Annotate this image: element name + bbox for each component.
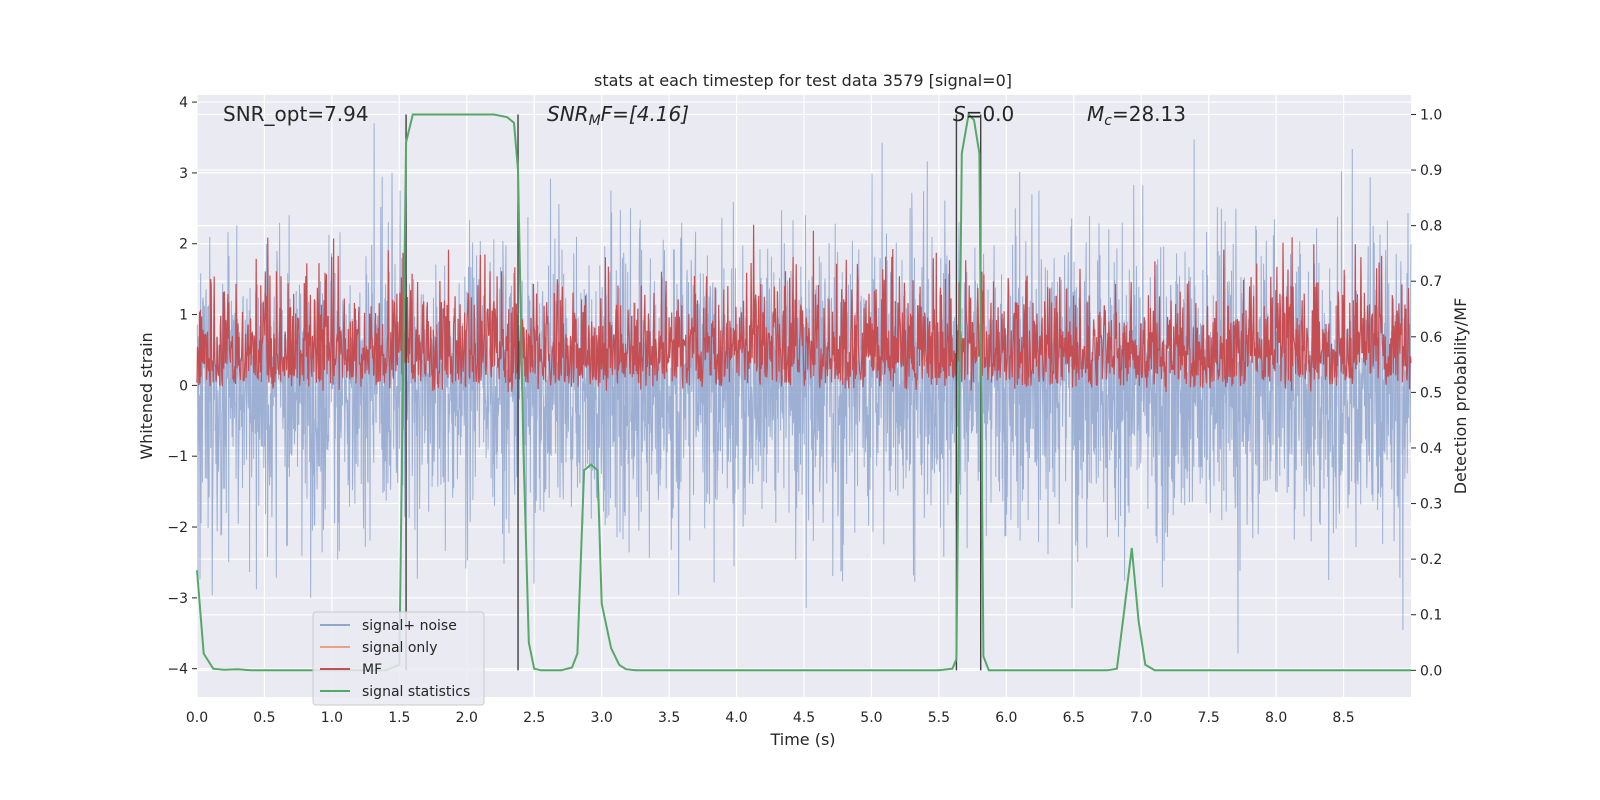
y-right-tick-label: 0.8 — [1420, 219, 1442, 235]
x-tick-label: 8.0 — [1265, 710, 1287, 726]
x-axis-label: Time (s) — [769, 730, 835, 749]
y-left-tick-label: −1 — [167, 449, 188, 465]
x-tick-label: 3.5 — [658, 710, 680, 726]
annotation-snr-mf: SNRMF=[4.16] — [547, 102, 689, 129]
x-tick-label: 0.0 — [186, 710, 208, 726]
x-tick-label: 4.5 — [793, 710, 815, 726]
legend-label-signal-statistics: signal statistics — [362, 684, 470, 700]
mf-line — [196, 224, 1412, 393]
legend: signal+ noise signal only MF signal stat… — [312, 611, 485, 706]
y-left-tick-label: 1 — [179, 308, 188, 324]
y-right-ticks: 1.0 0.9 0.8 0.7 0.6 0.5 0.4 0.3 0.2 0.1 0.0 — [1411, 107, 1442, 679]
y-right-tick-label: 0.9 — [1420, 163, 1442, 179]
legend-box — [312, 611, 485, 706]
x-tick-label: 3.0 — [591, 710, 613, 726]
y-left-tick-label: 4 — [179, 95, 188, 111]
legend-label-signal-noise: signal+ noise — [362, 618, 457, 634]
legend-label-mf: MF — [362, 662, 382, 678]
y-left-axis-label: Whitened strain — [137, 332, 156, 459]
y-left-tick-label: 3 — [179, 166, 188, 182]
x-tick-label: 5.5 — [928, 710, 950, 726]
x-tick-label: 7.0 — [1130, 710, 1152, 726]
y-left-tick-label: 0 — [179, 378, 188, 394]
annotation-mc: Mc=28.13 — [1087, 102, 1186, 129]
x-tick-label: 4.0 — [725, 710, 747, 726]
chart-title: stats at each timestep for test data 357… — [594, 71, 1012, 90]
series-mf — [196, 224, 1412, 393]
y-right-tick-label: 0.1 — [1420, 608, 1442, 624]
x-tick-label: 2.0 — [456, 710, 478, 726]
y-left-tick-label: −2 — [167, 520, 188, 536]
y-left-tick-label: −4 — [167, 662, 188, 678]
y-right-tick-label: 0.0 — [1420, 663, 1442, 679]
y-right-tick-label: 0.6 — [1420, 330, 1442, 346]
annotation-s: S=0.0 — [953, 102, 1014, 126]
x-tick-label: 1.5 — [388, 710, 410, 726]
x-tick-label: 6.5 — [1063, 710, 1085, 726]
x-tick-label: 7.5 — [1198, 710, 1220, 726]
y-right-tick-label: 0.3 — [1420, 497, 1442, 513]
x-tick-label: 0.5 — [253, 710, 275, 726]
y-right-axis-label: Detection probability/MF — [1451, 298, 1470, 495]
x-tick-label: 2.5 — [523, 710, 545, 726]
y-left-tick-label: 2 — [179, 237, 188, 253]
y-left-ticks: 4 3 2 1 0 −1 −2 −3 −4 — [167, 95, 197, 678]
annotation-snr-opt: SNR_opt=7.94 — [223, 102, 369, 126]
x-tick-label: 1.0 — [321, 710, 343, 726]
y-right-tick-label: 0.5 — [1420, 385, 1442, 401]
legend-label-signal-only: signal only — [362, 640, 437, 656]
y-right-tick-label: 0.4 — [1420, 441, 1442, 457]
y-left-tick-label: −3 — [167, 591, 188, 607]
x-ticks: 0.0 0.5 1.0 1.5 2.0 2.5 3.0 3.5 4.0 4.5 5.0 5.5 6.0 6… — [186, 710, 1355, 726]
y-right-tick-label: 0.2 — [1420, 552, 1442, 568]
x-tick-label: 5.0 — [860, 710, 882, 726]
x-tick-label: 8.5 — [1332, 710, 1354, 726]
x-tick-label: 6.0 — [995, 710, 1017, 726]
y-right-tick-label: 0.7 — [1420, 274, 1442, 290]
y-right-tick-label: 1.0 — [1420, 107, 1442, 123]
